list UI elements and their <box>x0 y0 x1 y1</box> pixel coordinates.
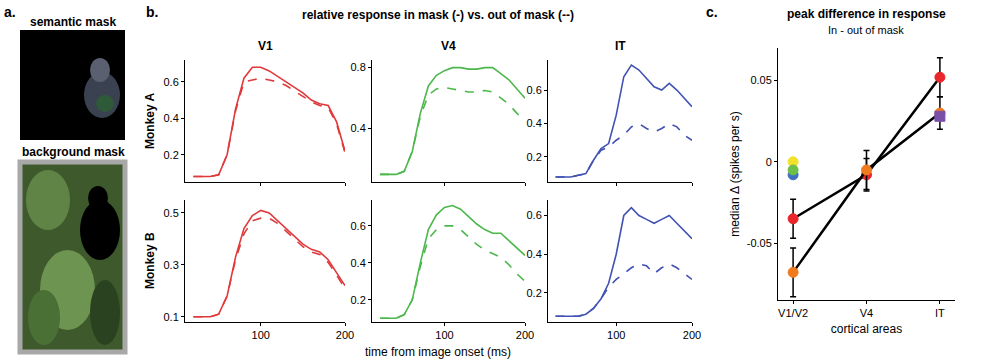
svg-text:0.4: 0.4 <box>527 117 542 129</box>
svg-text:V4: V4 <box>441 39 456 53</box>
svg-text:0.05: 0.05 <box>750 74 771 86</box>
svg-text:0.2: 0.2 <box>527 287 542 299</box>
svg-text:0.3: 0.3 <box>164 259 179 271</box>
svg-text:time from image onset (ms): time from image onset (ms) <box>365 345 511 359</box>
svg-text:0.6: 0.6 <box>527 84 542 96</box>
svg-text:200: 200 <box>336 329 354 341</box>
svg-text:V4: V4 <box>860 307 873 319</box>
svg-text:200: 200 <box>683 329 701 341</box>
svg-text:0.6: 0.6 <box>527 209 542 221</box>
svg-text:peak difference in response: peak difference in response <box>787 7 946 21</box>
svg-text:V1/V2: V1/V2 <box>778 307 808 319</box>
svg-text:0.1: 0.1 <box>164 311 179 323</box>
svg-text:0.8: 0.8 <box>351 61 366 73</box>
svg-text:IT: IT <box>615 39 626 53</box>
svg-text:100: 100 <box>435 329 453 341</box>
svg-text:0.4: 0.4 <box>527 248 542 260</box>
svg-text:0.2: 0.2 <box>527 151 542 163</box>
svg-text:0.2: 0.2 <box>164 149 179 161</box>
svg-text:100: 100 <box>252 329 270 341</box>
svg-text:0.6: 0.6 <box>351 220 366 232</box>
svg-text:In - out of mask: In - out of mask <box>828 24 904 36</box>
svg-text:0.4: 0.4 <box>351 122 366 134</box>
svg-text:background mask: background mask <box>22 145 125 159</box>
svg-text:median Δ (spikes per s): median Δ (spikes per s) <box>728 111 742 236</box>
svg-text:a.: a. <box>4 4 16 20</box>
svg-text:100: 100 <box>607 329 625 341</box>
svg-text:-0.05: -0.05 <box>747 237 772 249</box>
svg-text:cortical areas: cortical areas <box>831 322 902 336</box>
svg-text:V1: V1 <box>258 39 273 53</box>
svg-text:0.6: 0.6 <box>164 76 179 88</box>
svg-text:b.: b. <box>146 4 158 20</box>
svg-text:0.4: 0.4 <box>164 112 179 124</box>
svg-text:c.: c. <box>706 4 718 20</box>
svg-text:0.2: 0.2 <box>351 294 366 306</box>
svg-text:IT: IT <box>935 307 945 319</box>
svg-text:Monkey B: Monkey B <box>143 232 157 289</box>
svg-text:relative response in mask (-): relative response in mask (-) vs. out of… <box>302 8 574 22</box>
svg-text:0.5: 0.5 <box>164 207 179 219</box>
svg-text:200: 200 <box>516 329 534 341</box>
svg-text:Monkey A: Monkey A <box>143 92 157 149</box>
svg-text:semantic mask: semantic mask <box>30 15 116 29</box>
svg-text:0: 0 <box>766 156 772 168</box>
svg-text:0.4: 0.4 <box>351 257 366 269</box>
